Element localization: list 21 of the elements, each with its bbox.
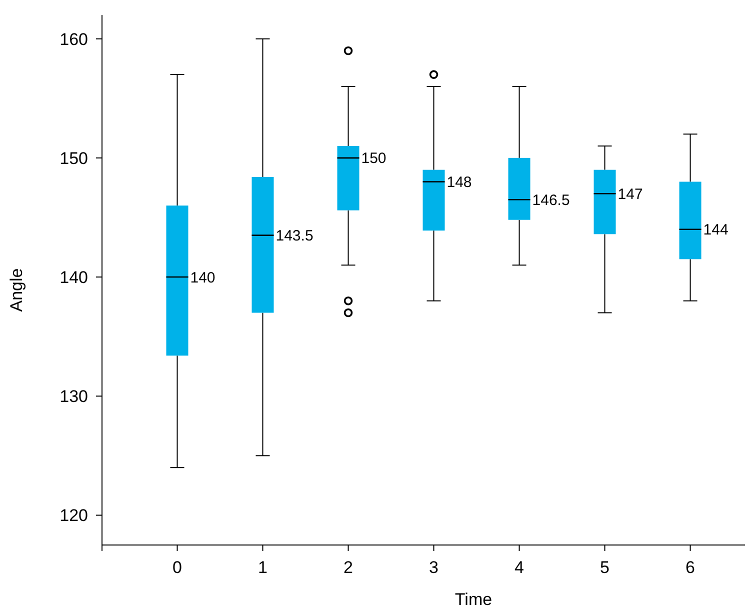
x-tick-label: 6 <box>686 558 696 577</box>
x-tick-label: 1 <box>258 558 268 577</box>
x-tick-label: 5 <box>600 558 610 577</box>
y-tick-label: 120 <box>60 506 88 526</box>
text: 147 <box>618 186 643 203</box>
text: 146.5 <box>532 192 570 209</box>
text: 140 <box>190 269 216 286</box>
y-tick-label: 140 <box>60 268 88 287</box>
x-tick-label: 0 <box>172 558 182 577</box>
y-tick-label: 160 <box>60 30 88 49</box>
y-tick-label: 130 <box>60 387 88 406</box>
text: 144 <box>703 222 728 239</box>
text: 148 <box>446 174 472 191</box>
y-tick-label: 150 <box>60 148 88 168</box>
text: 150 <box>361 150 386 168</box>
x-axis-title: Time <box>454 590 492 608</box>
x-tick-label: 4 <box>514 558 524 577</box>
y-axis-title: Angle <box>7 268 26 312</box>
x-tick-label: 2 <box>344 558 353 577</box>
x-tick-label: 3 <box>429 558 438 577</box>
text: 143.5 <box>276 228 314 245</box>
